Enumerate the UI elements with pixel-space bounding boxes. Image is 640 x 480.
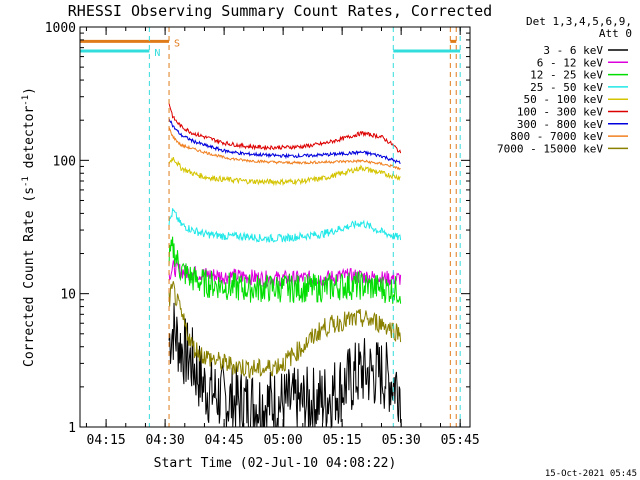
legend-label-0: 3 - 6 keV xyxy=(543,44,603,57)
series-line-5 xyxy=(168,103,402,154)
x-tick-label-3: 05:00 xyxy=(264,433,303,448)
legend-label-3: 25 - 50 keV xyxy=(530,81,603,94)
y-tick-label-2: 100 xyxy=(53,154,76,169)
legend-title-2: Att 0 xyxy=(599,27,632,40)
series-line-3 xyxy=(168,208,402,244)
legend-label-8: 7000 - 15000 keV xyxy=(497,142,603,155)
flag-label-N: N xyxy=(154,48,160,59)
series-line-4 xyxy=(168,156,401,187)
x-tick-label-4: 05:15 xyxy=(323,433,362,448)
series-line-8 xyxy=(168,281,402,380)
legend-label-5: 100 - 300 keV xyxy=(517,106,603,119)
legend-label-6: 300 - 800 keV xyxy=(517,118,603,131)
legend-label-2: 12 - 25 keV xyxy=(530,69,603,82)
legend-title-1: Det 1,3,4,5,6,9, xyxy=(526,15,632,28)
series-line-0 xyxy=(168,302,402,429)
x-tick-label-0: 04:15 xyxy=(87,433,126,448)
plot-frame xyxy=(79,26,471,428)
y-tick-label-1: 10 xyxy=(60,288,76,303)
x-tick-label-2: 04:45 xyxy=(205,433,244,448)
chart-title: RHESSI Observing Summary Count Rates, Co… xyxy=(68,2,492,20)
footer-date: 15-Oct-2021 05:45 xyxy=(545,469,637,479)
series-line-2 xyxy=(168,236,402,304)
x-tick-label-5: 05:30 xyxy=(382,433,421,448)
x-tick-label-6: 05:45 xyxy=(441,433,480,448)
legend-label-4: 50 - 100 keV xyxy=(524,93,604,106)
y-tick-label-3: 1000 xyxy=(45,21,76,36)
series-line-7 xyxy=(168,127,401,171)
series-line-6 xyxy=(168,118,401,164)
flag-label-S: S xyxy=(174,38,180,49)
y-tick-label-0: 1 xyxy=(68,421,76,436)
x-tick-label-1: 04:30 xyxy=(146,433,185,448)
x-axis-label: Start Time (02-Jul-10 04:08:22) xyxy=(154,456,397,471)
legend-label-7: 800 - 7000 keV xyxy=(510,130,603,143)
legend-label-1: 6 - 12 keV xyxy=(537,56,604,69)
y-axis-label: Corrected Count Rate (s-1 detector-1) xyxy=(21,87,37,367)
